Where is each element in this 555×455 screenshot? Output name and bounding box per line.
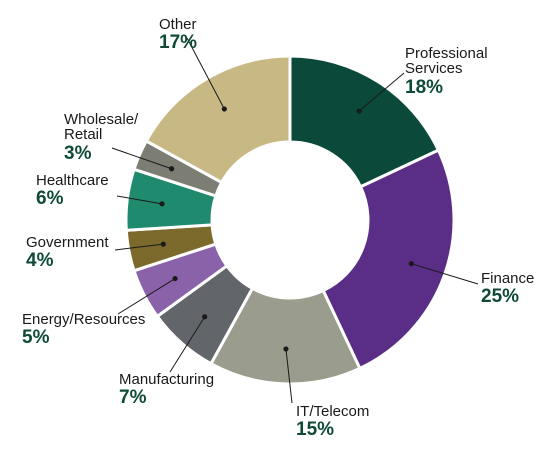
slice-label-finance: Finance bbox=[481, 270, 535, 287]
leader-dot bbox=[221, 106, 227, 112]
leader-lines-group bbox=[111, 37, 479, 404]
label-wholesale-retail: Wholesale/ Retail 3% bbox=[64, 112, 138, 163]
label-it-telecom: IT/Telecom 15% bbox=[296, 404, 369, 440]
leader-line bbox=[117, 278, 176, 315]
leader-line bbox=[358, 72, 405, 112]
slice-value-it-telecom: 15% bbox=[296, 419, 335, 441]
slice-value-healthcare: 6% bbox=[36, 188, 64, 210]
leader-line bbox=[111, 147, 172, 170]
slice-other bbox=[144, 54, 292, 185]
leader-line bbox=[186, 37, 225, 110]
leader-line bbox=[411, 263, 479, 285]
leader-dot bbox=[169, 166, 175, 172]
leader-dot bbox=[408, 261, 414, 267]
label-other: Other 17% bbox=[159, 17, 197, 53]
leader-dot bbox=[160, 241, 166, 247]
slices-group bbox=[124, 54, 456, 386]
leader-dot bbox=[172, 275, 178, 282]
slice-value-finance: 25% bbox=[481, 286, 520, 308]
slice-value-energy-resources: 5% bbox=[22, 327, 50, 349]
label-manufacturing: Manufacturing 7% bbox=[119, 372, 214, 408]
leader-dot bbox=[283, 346, 289, 352]
slice-label-energy-resources: Energy/Resources bbox=[22, 311, 146, 328]
slice-value-professional-services: 18% bbox=[405, 76, 444, 98]
leader-line bbox=[114, 243, 164, 251]
slice-label-professional-services: Professional Services bbox=[405, 45, 488, 78]
leader-line bbox=[285, 348, 293, 404]
slice-value-manufacturing: 7% bbox=[119, 387, 147, 409]
slice-label-healthcare: Healthcare bbox=[36, 172, 109, 189]
slice-professional-services bbox=[288, 54, 441, 189]
label-professional-services: Professional Services 18% bbox=[405, 46, 488, 97]
slice-label-wholesale-retail: Wholesale/ Retail bbox=[64, 111, 139, 144]
label-healthcare: Healthcare 6% bbox=[36, 173, 109, 209]
slice-finance bbox=[321, 148, 456, 371]
slice-it-telecom bbox=[208, 286, 362, 386]
slice-value-wholesale-retail: 3% bbox=[64, 142, 92, 164]
label-energy-resources: Energy/Resources 5% bbox=[22, 312, 145, 348]
slice-label-government: Government bbox=[26, 234, 109, 251]
label-finance: Finance 25% bbox=[481, 271, 534, 307]
slice-label-other: Other bbox=[159, 16, 197, 33]
leader-line bbox=[169, 316, 206, 373]
label-government: Government 4% bbox=[26, 235, 109, 271]
leader-dot bbox=[202, 314, 208, 320]
slice-label-it-telecom: IT/Telecom bbox=[296, 403, 370, 420]
slice-label-manufacturing: Manufacturing bbox=[119, 371, 215, 388]
leader-dot bbox=[159, 201, 165, 207]
leader-dot bbox=[356, 108, 362, 114]
leader-line bbox=[116, 195, 163, 205]
slice-value-other: 17% bbox=[159, 32, 198, 54]
slice-value-government: 4% bbox=[26, 250, 54, 272]
